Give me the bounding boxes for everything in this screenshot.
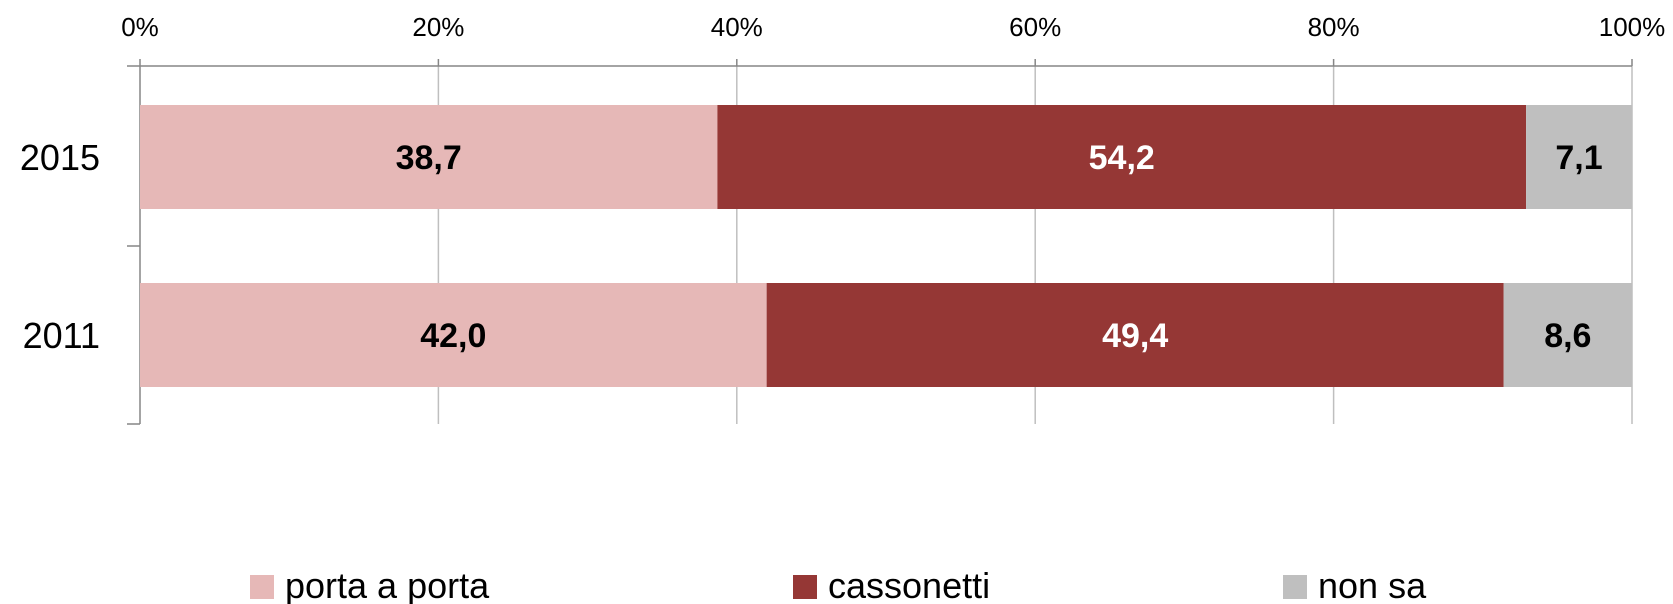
data-label: 49,4 bbox=[1102, 317, 1168, 355]
data-label: 42,0 bbox=[420, 317, 486, 355]
legend-label: porta a porta bbox=[285, 565, 490, 604]
x-tick-label: 60% bbox=[1009, 12, 1061, 42]
data-label: 54,2 bbox=[1089, 139, 1155, 177]
x-tick-label: 100% bbox=[1599, 12, 1666, 42]
x-tick-label: 80% bbox=[1308, 12, 1360, 42]
category-label: 2011 bbox=[23, 315, 100, 356]
category-label: 2015 bbox=[20, 137, 100, 178]
legend: porta a porta cassonetti non sa bbox=[250, 565, 1427, 604]
bars bbox=[140, 105, 1632, 387]
x-tick-label: 40% bbox=[711, 12, 763, 42]
data-label: 7,1 bbox=[1555, 139, 1602, 177]
legend-label: cassonetti bbox=[828, 565, 990, 604]
axes: 0% 20% 40% 60% 80% 100% 2015 2011 bbox=[20, 12, 1666, 425]
bar-segment bbox=[1526, 105, 1632, 209]
bar-segment bbox=[717, 105, 1527, 209]
data-label: 38,7 bbox=[396, 139, 462, 177]
bar-segment bbox=[140, 283, 767, 387]
legend-swatch bbox=[1283, 575, 1307, 599]
legend-swatch bbox=[793, 575, 817, 599]
bar-segment bbox=[1503, 283, 1632, 387]
bar-segment bbox=[766, 283, 1504, 387]
bar-segment bbox=[140, 105, 718, 209]
data-labels: 38,7 54,2 7,1 42,0 49,4 8,6 bbox=[396, 139, 1603, 355]
legend-label: non sa bbox=[1318, 565, 1427, 604]
x-tick-label: 20% bbox=[412, 12, 464, 42]
x-tick-label: 0% bbox=[121, 12, 159, 42]
data-label: 8,6 bbox=[1544, 317, 1591, 355]
legend-swatch bbox=[250, 575, 274, 599]
